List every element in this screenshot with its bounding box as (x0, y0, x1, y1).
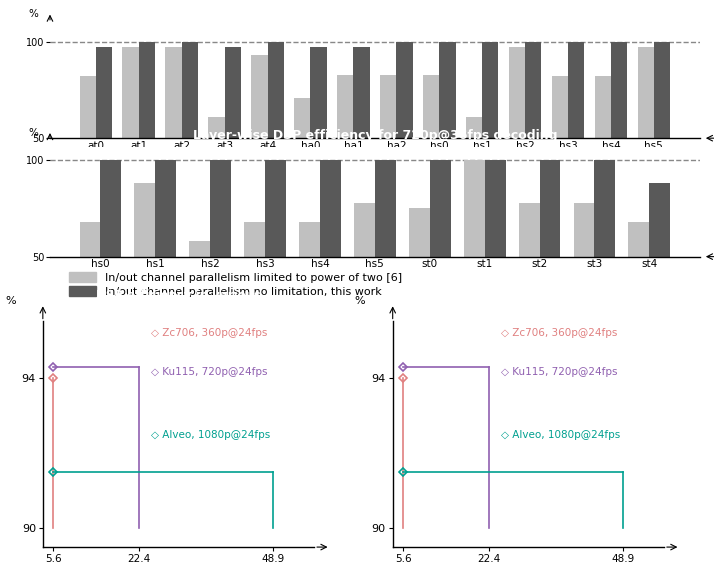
Bar (79, 77, 96, 138)
Bar (568, 42, 584, 138)
Bar (96, 47, 112, 138)
Bar (337, 74, 353, 138)
Bar (244, 222, 265, 257)
Bar (464, 160, 485, 257)
Legend: In/out channel parallelism limited to power of two [6], In/out channel paralleli: In/out channel parallelism limited to po… (69, 272, 402, 297)
Bar (166, 47, 181, 138)
Text: ◇ Alveo, 1080p@24fps: ◇ Alveo, 1080p@24fps (501, 430, 620, 440)
Bar (552, 77, 568, 138)
Y-axis label: %: % (5, 296, 16, 306)
Bar (294, 98, 311, 138)
Bar (354, 202, 375, 257)
Bar (396, 42, 413, 138)
Bar (79, 222, 101, 257)
Bar (509, 47, 525, 138)
Text: ◇ Zc706, 360p@24fps: ◇ Zc706, 360p@24fps (151, 328, 268, 338)
Bar (573, 202, 595, 257)
Bar (181, 42, 198, 138)
Bar (139, 42, 155, 138)
Bar (251, 55, 268, 138)
Bar (208, 117, 225, 138)
Text: Layer-wise DSP efficiency for 720p@36fps decoding: Layer-wise DSP efficiency for 720p@36fps… (193, 129, 557, 142)
Bar (210, 160, 231, 257)
Bar (225, 47, 241, 138)
Bar (611, 42, 628, 138)
Text: ◇ Ku115, 720p@24fps: ◇ Ku115, 720p@24fps (151, 367, 268, 377)
Text: ◇ Zc706, 360p@24fps: ◇ Zc706, 360p@24fps (501, 328, 618, 338)
Bar (430, 160, 451, 257)
Bar (299, 222, 320, 257)
Bar (540, 160, 560, 257)
Bar (638, 47, 654, 138)
Bar (518, 202, 540, 257)
Bar (485, 160, 506, 257)
Y-axis label: %: % (29, 128, 39, 138)
Bar (101, 160, 121, 257)
Text: Layer-wise DSP efficiency for 720p@41fps encoding: Layer-wise DSP efficiency for 720p@41fps… (193, 10, 557, 24)
Text: DSP efficiency in various
decoding cases: DSP efficiency in various decoding cases (446, 289, 610, 318)
Text: ◇ Alveo, 1080p@24fps: ◇ Alveo, 1080p@24fps (151, 430, 271, 440)
Bar (134, 183, 155, 257)
Bar (189, 241, 210, 257)
Bar (353, 47, 370, 138)
Bar (439, 42, 456, 138)
Text: DSP efficiency in various
encoding cases: DSP efficiency in various encoding cases (96, 289, 261, 318)
Bar (155, 160, 176, 257)
Text: ◇ Ku115, 720p@24fps: ◇ Ku115, 720p@24fps (501, 367, 618, 377)
Bar (265, 160, 286, 257)
Bar (466, 117, 482, 138)
Bar (380, 74, 396, 138)
Bar (320, 160, 341, 257)
Bar (482, 42, 498, 138)
Bar (375, 160, 396, 257)
Bar (311, 47, 327, 138)
Bar (409, 208, 430, 257)
Bar (595, 77, 611, 138)
Bar (595, 160, 615, 257)
Bar (268, 42, 284, 138)
Bar (423, 74, 439, 138)
Bar (525, 42, 541, 138)
Bar (628, 222, 649, 257)
Bar (122, 47, 139, 138)
Y-axis label: %: % (29, 10, 39, 19)
Y-axis label: %: % (355, 296, 366, 306)
Bar (654, 42, 670, 138)
Bar (649, 183, 670, 257)
